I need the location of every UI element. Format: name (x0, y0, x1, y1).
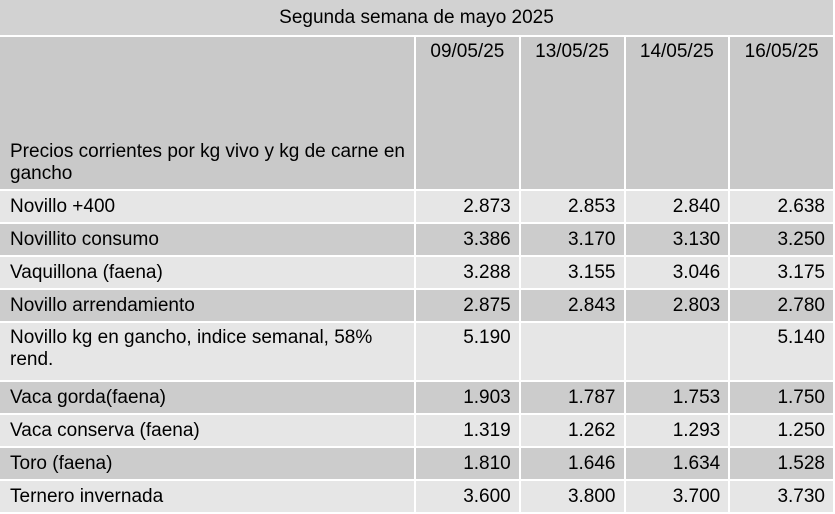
row-name: Vaquillona (faena) (0, 256, 416, 290)
price-cell: 1.250 (729, 414, 835, 448)
row-name: Novillo arrendamiento (0, 289, 416, 323)
price-cell: 3.600 (415, 480, 521, 514)
price-cell (624, 322, 731, 382)
price-cell: 2.840 (624, 190, 731, 224)
price-cell: 2.875 (415, 289, 521, 323)
price-cell: 3.730 (729, 480, 835, 514)
row-name: Ternero invernada (0, 480, 416, 514)
price-cell: 1.753 (624, 381, 731, 415)
date-header: 13/05/25 (519, 36, 626, 191)
row-name: Toro (faena) (0, 447, 416, 481)
price-cell: 2.803 (624, 289, 731, 323)
row-name: Novillo kg en gancho, indice semanal, 58… (0, 322, 416, 382)
price-cell: 1.319 (415, 414, 521, 448)
title-row: Segunda semana de mayo 2025 (0, 0, 835, 37)
price-cell: 1.787 (519, 381, 626, 415)
row-name: Novillo +400 (0, 190, 416, 224)
price-cell: 3.800 (519, 480, 626, 514)
price-cell: 1.634 (624, 447, 731, 481)
table-row: Ternero invernada 3.600 3.800 3.700 3.73… (0, 480, 835, 514)
price-cell: 1.810 (415, 447, 521, 481)
table-row: Novillito consumo 3.386 3.170 3.130 3.25… (0, 223, 835, 257)
row-name: Vaca gorda(faena) (0, 381, 416, 415)
price-cell: 3.046 (624, 256, 731, 290)
price-cell: 3.155 (519, 256, 626, 290)
table-row: Toro (faena) 1.810 1.646 1.634 1.528 (0, 447, 835, 481)
price-cell: 3.700 (624, 480, 731, 514)
price-cell: 2.843 (519, 289, 626, 323)
table-title: Segunda semana de mayo 2025 (0, 0, 835, 37)
price-cell: 3.130 (624, 223, 731, 257)
table-row: Novillo kg en gancho, indice semanal, 58… (0, 322, 835, 382)
price-cell: 1.750 (729, 381, 835, 415)
table-row: Vaca conserva (faena) 1.319 1.262 1.293 … (0, 414, 835, 448)
price-cell: 1.528 (729, 447, 835, 481)
row-name: Novillito consumo (0, 223, 416, 257)
price-cell: 3.175 (729, 256, 835, 290)
price-cell: 2.780 (729, 289, 835, 323)
price-cell (519, 322, 626, 382)
price-cell: 5.140 (729, 322, 835, 382)
row-name: Vaca conserva (faena) (0, 414, 416, 448)
date-header: 14/05/25 (624, 36, 731, 191)
date-header: 16/05/25 (729, 36, 835, 191)
table-row: Vaca gorda(faena) 1.903 1.787 1.753 1.75… (0, 381, 835, 415)
price-cell: 1.903 (415, 381, 521, 415)
price-cell: 5.190 (415, 322, 521, 382)
price-cell: 1.646 (519, 447, 626, 481)
header-row: Precios corrientes por kg vivo y kg de c… (0, 36, 835, 191)
price-cell: 3.250 (729, 223, 835, 257)
price-cell: 3.386 (415, 223, 521, 257)
header-label: Precios corrientes por kg vivo y kg de c… (0, 36, 416, 191)
price-cell: 3.170 (519, 223, 626, 257)
table-row: Novillo +400 2.873 2.853 2.840 2.638 (0, 190, 835, 224)
price-cell: 3.288 (415, 256, 521, 290)
table-row: Vaquillona (faena) 3.288 3.155 3.046 3.1… (0, 256, 835, 290)
price-cell: 2.873 (415, 190, 521, 224)
price-cell: 1.293 (624, 414, 731, 448)
price-cell: 2.638 (729, 190, 835, 224)
date-header: 09/05/25 (415, 36, 521, 191)
price-cell: 1.262 (519, 414, 626, 448)
table-row: Novillo arrendamiento 2.875 2.843 2.803 … (0, 289, 835, 323)
price-cell: 2.853 (519, 190, 626, 224)
